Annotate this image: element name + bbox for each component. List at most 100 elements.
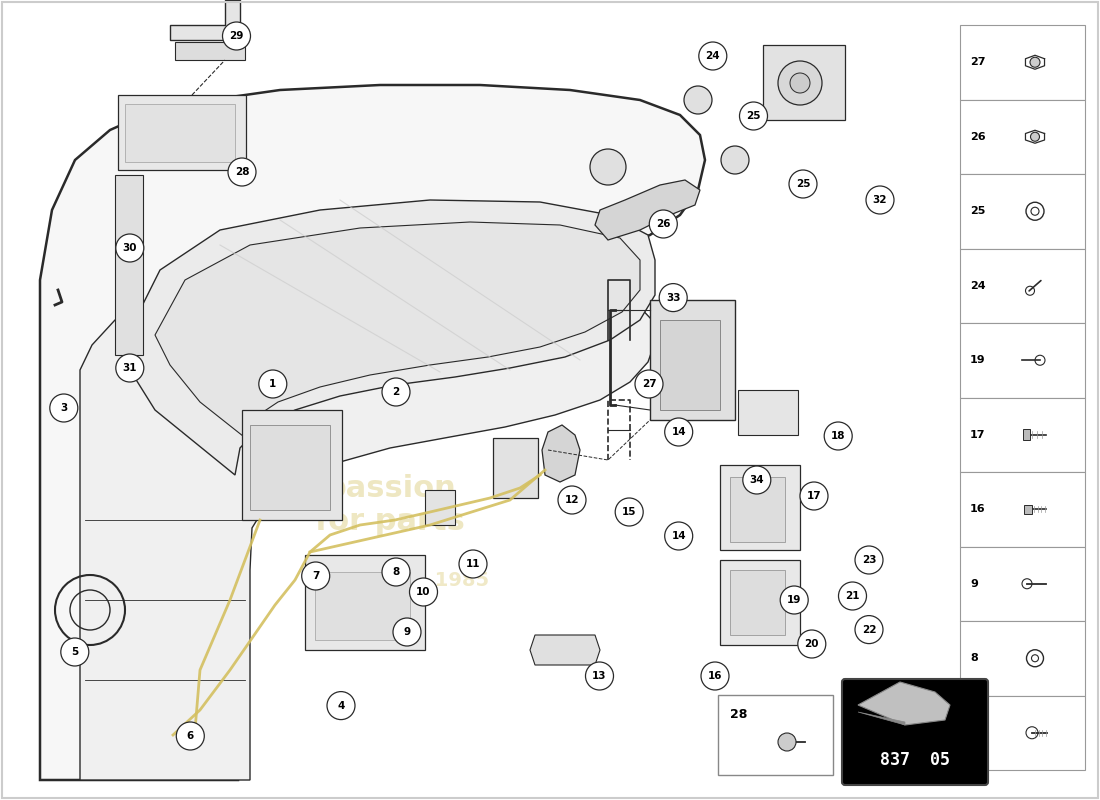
FancyBboxPatch shape (842, 679, 988, 785)
Circle shape (409, 578, 438, 606)
Bar (960, 546, 1085, 621)
Circle shape (635, 370, 663, 398)
Circle shape (228, 158, 256, 186)
Text: 26: 26 (656, 219, 671, 229)
Bar (305, 555, 425, 650)
Circle shape (800, 482, 828, 510)
Circle shape (558, 486, 586, 514)
Text: 837  05: 837 05 (880, 751, 950, 769)
Text: 12: 12 (564, 495, 580, 505)
Circle shape (789, 170, 817, 198)
Text: 28: 28 (730, 709, 747, 722)
Text: 9: 9 (970, 578, 978, 589)
Text: 3: 3 (60, 403, 67, 413)
Text: 14: 14 (671, 531, 686, 541)
Circle shape (327, 691, 355, 720)
Circle shape (393, 618, 421, 646)
Text: 21: 21 (845, 591, 860, 601)
Bar (175, 42, 245, 60)
Polygon shape (80, 273, 654, 780)
Bar (960, 249, 1085, 323)
Text: 27: 27 (641, 379, 657, 389)
Text: 10: 10 (416, 587, 431, 597)
Text: 17: 17 (970, 430, 986, 440)
Polygon shape (1023, 430, 1030, 440)
Bar (730, 570, 785, 635)
Bar (118, 95, 246, 170)
Bar (960, 472, 1085, 546)
Circle shape (382, 558, 410, 586)
Text: 24: 24 (970, 281, 986, 290)
Text: 25: 25 (970, 206, 986, 216)
Text: 14: 14 (671, 427, 686, 437)
Circle shape (585, 662, 614, 690)
Bar (763, 45, 845, 120)
Text: 20: 20 (804, 639, 820, 649)
Bar (425, 490, 455, 525)
Circle shape (1031, 132, 1040, 142)
Circle shape (664, 522, 693, 550)
Polygon shape (858, 682, 950, 725)
Bar (116, 175, 143, 355)
Circle shape (60, 638, 89, 666)
Bar (960, 174, 1085, 249)
Circle shape (684, 86, 712, 114)
Bar (493, 438, 538, 498)
Circle shape (222, 22, 251, 50)
Text: 19: 19 (786, 595, 802, 605)
Text: 28: 28 (234, 167, 250, 177)
Polygon shape (530, 635, 600, 665)
Circle shape (824, 422, 852, 450)
Text: 31: 31 (122, 363, 138, 373)
Circle shape (659, 284, 688, 312)
Bar (720, 560, 800, 645)
Circle shape (301, 562, 330, 590)
Bar (960, 99, 1085, 174)
Circle shape (778, 61, 822, 105)
Text: 11: 11 (465, 559, 481, 569)
Circle shape (176, 722, 205, 750)
Text: 7: 7 (312, 571, 319, 581)
Bar (960, 695, 1085, 770)
Bar (960, 398, 1085, 472)
Text: 25: 25 (746, 111, 761, 121)
Circle shape (590, 149, 626, 185)
Bar (960, 621, 1085, 695)
Polygon shape (130, 200, 654, 475)
Bar (250, 425, 330, 510)
Text: 25: 25 (795, 179, 811, 189)
Circle shape (780, 586, 808, 614)
Text: 9: 9 (404, 627, 410, 637)
Text: 24: 24 (705, 51, 720, 61)
Circle shape (855, 546, 883, 574)
Bar (730, 477, 785, 542)
Circle shape (742, 466, 771, 494)
Circle shape (720, 146, 749, 174)
Polygon shape (595, 180, 700, 240)
Text: since 1985: since 1985 (371, 570, 490, 590)
Text: 29: 29 (229, 31, 244, 41)
Polygon shape (1024, 505, 1032, 514)
Text: 34: 34 (749, 475, 764, 485)
Bar (650, 300, 735, 420)
Circle shape (649, 210, 678, 238)
Bar (720, 465, 800, 550)
Text: 18: 18 (830, 431, 846, 441)
Text: 13: 13 (592, 671, 607, 681)
Circle shape (739, 102, 768, 130)
Polygon shape (542, 425, 580, 482)
Circle shape (116, 354, 144, 382)
Circle shape (778, 733, 796, 751)
Polygon shape (170, 0, 240, 40)
Bar (125, 104, 235, 162)
Circle shape (258, 370, 287, 398)
Bar (960, 25, 1085, 99)
Circle shape (838, 582, 867, 610)
Bar (960, 323, 1085, 398)
Text: 2: 2 (393, 387, 399, 397)
Bar (242, 410, 342, 520)
Text: 8: 8 (970, 654, 978, 663)
Bar (738, 390, 798, 435)
Bar (718, 695, 833, 775)
Text: 2: 2 (970, 728, 978, 738)
